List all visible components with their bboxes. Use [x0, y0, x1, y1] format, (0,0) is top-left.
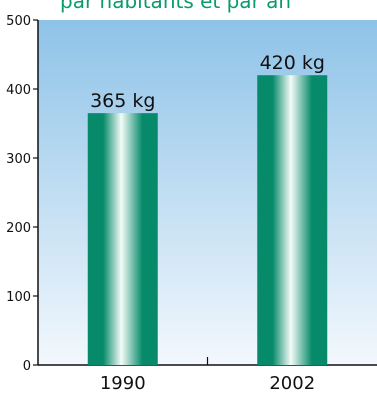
y-tick-label: 100 — [6, 290, 31, 305]
data-label: 365 kg — [90, 90, 155, 112]
chart-title: par habitants et par an — [60, 0, 292, 13]
y-tick-label: 0 — [23, 359, 31, 374]
y-tick-label: 200 — [6, 221, 31, 236]
y-tick-label: 400 — [6, 83, 31, 98]
y-tick-label: 300 — [6, 152, 31, 167]
x-tick-label: 2002 — [269, 373, 315, 394]
labels: 0 100 200 300 400 500 365 kg 1990 420 kg 2002 — [6, 14, 325, 394]
bars — [87, 75, 328, 366]
bar-1990 — [87, 113, 158, 366]
y-tick-label: 500 — [6, 14, 31, 29]
bar-2002 — [257, 75, 328, 365]
x-tick-label: 1990 — [100, 373, 146, 394]
data-label: 420 kg — [260, 52, 325, 74]
